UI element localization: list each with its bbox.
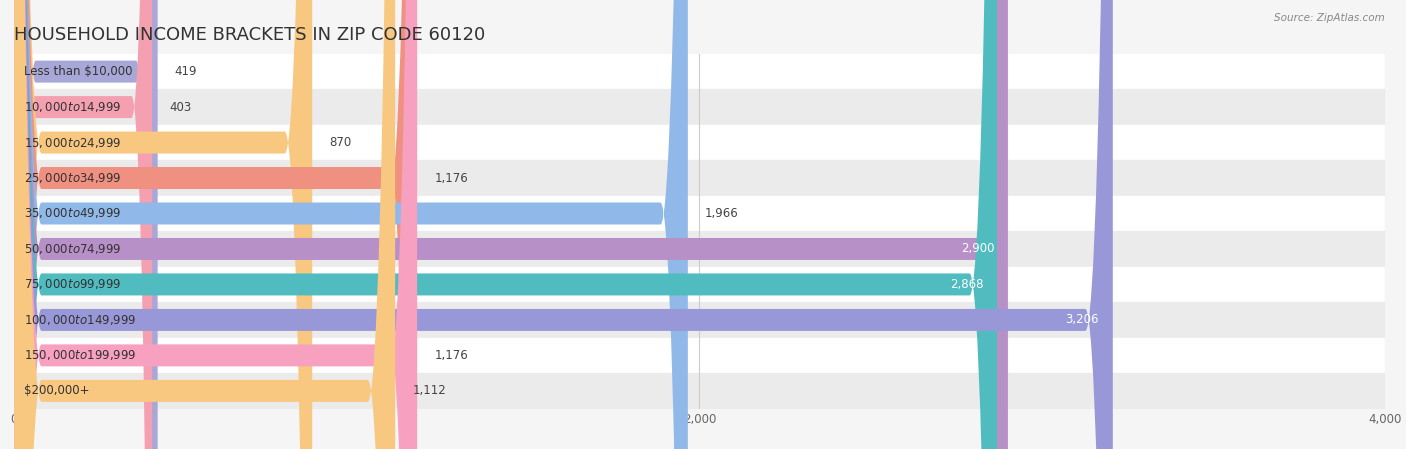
Text: $25,000 to $34,999: $25,000 to $34,999 bbox=[24, 171, 122, 185]
Text: 1,966: 1,966 bbox=[704, 207, 738, 220]
FancyBboxPatch shape bbox=[14, 0, 1112, 449]
Bar bbox=[14, 302, 1385, 338]
Bar bbox=[14, 160, 1385, 196]
Text: 870: 870 bbox=[329, 136, 352, 149]
Text: $50,000 to $74,999: $50,000 to $74,999 bbox=[24, 242, 122, 256]
FancyBboxPatch shape bbox=[14, 0, 418, 449]
Bar bbox=[14, 338, 1385, 373]
FancyBboxPatch shape bbox=[14, 0, 997, 449]
Text: Less than $10,000: Less than $10,000 bbox=[24, 65, 132, 78]
Bar bbox=[14, 125, 1385, 160]
Text: 1,176: 1,176 bbox=[434, 349, 468, 362]
Bar bbox=[14, 54, 1385, 89]
Text: $100,000 to $149,999: $100,000 to $149,999 bbox=[24, 313, 136, 327]
Text: $35,000 to $49,999: $35,000 to $49,999 bbox=[24, 207, 122, 220]
Text: HOUSEHOLD INCOME BRACKETS IN ZIP CODE 60120: HOUSEHOLD INCOME BRACKETS IN ZIP CODE 60… bbox=[14, 26, 485, 44]
Text: $150,000 to $199,999: $150,000 to $199,999 bbox=[24, 348, 136, 362]
FancyBboxPatch shape bbox=[14, 0, 312, 449]
Text: 403: 403 bbox=[169, 101, 191, 114]
FancyBboxPatch shape bbox=[14, 0, 152, 449]
Text: $15,000 to $24,999: $15,000 to $24,999 bbox=[24, 136, 122, 150]
FancyBboxPatch shape bbox=[14, 0, 395, 449]
Bar bbox=[14, 196, 1385, 231]
Bar bbox=[14, 89, 1385, 125]
Text: 1,176: 1,176 bbox=[434, 172, 468, 185]
Text: 3,206: 3,206 bbox=[1066, 313, 1099, 326]
FancyBboxPatch shape bbox=[14, 0, 688, 449]
Text: 1,112: 1,112 bbox=[412, 384, 446, 397]
Bar bbox=[14, 231, 1385, 267]
Bar bbox=[14, 373, 1385, 409]
Text: 419: 419 bbox=[174, 65, 197, 78]
Text: $75,000 to $99,999: $75,000 to $99,999 bbox=[24, 277, 122, 291]
FancyBboxPatch shape bbox=[14, 0, 157, 449]
Text: $10,000 to $14,999: $10,000 to $14,999 bbox=[24, 100, 122, 114]
FancyBboxPatch shape bbox=[14, 0, 1008, 449]
Text: 2,900: 2,900 bbox=[960, 242, 994, 255]
Text: $200,000+: $200,000+ bbox=[24, 384, 90, 397]
Bar bbox=[14, 267, 1385, 302]
Text: Source: ZipAtlas.com: Source: ZipAtlas.com bbox=[1274, 13, 1385, 23]
FancyBboxPatch shape bbox=[14, 0, 418, 449]
Text: 2,868: 2,868 bbox=[949, 278, 983, 291]
